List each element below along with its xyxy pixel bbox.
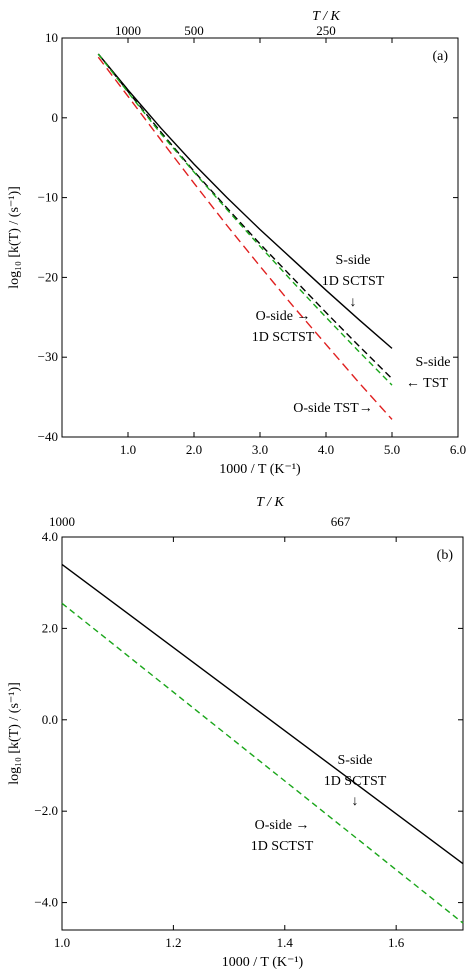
x-tick-label: 1.4 <box>277 935 294 950</box>
panel-b: 1.0 1.2 1.4 1.6 4.0 2.0 0.0 −2.0 −4.0 1000 667 T / … <box>7 495 464 970</box>
x-tick-label: 1.2 <box>165 935 181 950</box>
y-tick-label: 10 <box>45 30 58 45</box>
top-axis-tick-label: 500 <box>184 23 204 38</box>
annotation-o-sctst: 1D SCTST <box>251 839 314 854</box>
y-axis-label: log₁₀ [k(T) / (s⁻¹)] <box>7 682 22 785</box>
series-line-o-tst <box>97 56 393 420</box>
y-tick-label: −2.0 <box>34 803 58 818</box>
panel-label: (a) <box>432 49 448 64</box>
y-tick-label: −20 <box>38 269 58 284</box>
x-tick-label: 4.0 <box>318 442 334 457</box>
annotation-o-tst: O-side TST→ <box>293 401 372 416</box>
y-tick-label: −10 <box>38 190 58 205</box>
x-tick-label: 1.6 <box>388 935 405 950</box>
annotation-s-sctst: 1D SCTST <box>322 274 385 289</box>
top-axis-tick-label: 1000 <box>115 23 141 38</box>
top-axis-tick-label: 250 <box>316 23 336 38</box>
annotation-s-sctst: S-side <box>338 753 373 768</box>
annotation-o-sctst: O-side → <box>256 309 311 324</box>
annotation-arrow: ↓ <box>352 794 359 809</box>
plot-frame <box>61 37 459 438</box>
top-axis-label: T / K <box>256 495 284 510</box>
y-axis-label: log₁₀ [k(T) / (s⁻¹)] <box>7 186 22 289</box>
plot-frame <box>61 536 464 931</box>
annotation-s-sctst: S-side <box>336 253 371 268</box>
annotation-o-sctst: 1D SCTST <box>252 330 315 345</box>
x-tick-label: 6.0 <box>450 442 466 457</box>
x-axis-label: 1000 / T (K⁻¹) <box>222 955 304 970</box>
x-tick-label: 2.0 <box>186 442 202 457</box>
y-tick-label: 4.0 <box>42 529 58 544</box>
x-tick-label: 5.0 <box>384 442 400 457</box>
annotation-s-tst: ← TST <box>406 376 449 391</box>
y-tick-label: 0 <box>52 110 59 125</box>
series-line-s-sctst <box>61 563 464 865</box>
y-tick-label: −30 <box>38 349 58 364</box>
x-axis-label: 1000 / T (K⁻¹) <box>219 462 301 477</box>
y-tick-label: 0.0 <box>42 712 58 727</box>
annotation-arrow: ↓ <box>350 295 357 310</box>
x-tick-label: 3.0 <box>252 442 268 457</box>
series-line-o-sctst <box>61 602 464 924</box>
x-tick-label: 1.0 <box>54 935 70 950</box>
y-tick-label: −4.0 <box>34 895 58 910</box>
series-line-s-tst <box>97 53 393 380</box>
x-tick-label: 1.0 <box>120 442 136 457</box>
y-tick-label: 2.0 <box>42 620 58 635</box>
top-axis-tick-label: 1000 <box>49 514 75 529</box>
annotation-s-tst: S-side <box>416 355 451 370</box>
top-axis-label: T / K <box>312 9 340 24</box>
annotation-o-sctst: O-side → <box>255 818 310 833</box>
panel-a: 1.0 2.0 3.0 4.0 5.0 6.0 10 0 −10 −20 −30 −40 1000 500… <box>7 9 466 477</box>
panel-label: (b) <box>437 548 454 563</box>
y-tick-label: −40 <box>38 429 58 444</box>
series-line-o-sctst <box>97 53 393 386</box>
series-line-s-sctst <box>97 53 393 349</box>
annotation-s-sctst: 1D SCTST <box>324 774 387 789</box>
top-axis-tick-label: 667 <box>331 514 351 529</box>
